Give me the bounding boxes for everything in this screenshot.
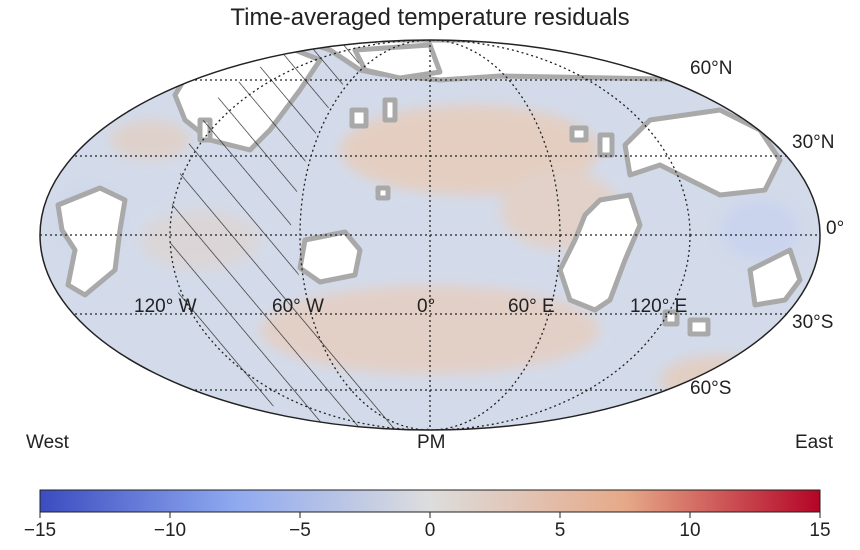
west-label: West [26, 432, 69, 453]
lat-label-60s: 60°S [690, 378, 732, 399]
colorbar-tick-label: −10 [153, 520, 187, 541]
lat-label-0: 0° [826, 218, 845, 239]
lat-label-30n: 30°N [792, 132, 835, 153]
colorbar-ticks [39, 512, 821, 518]
colorbar-tick-label: 10 [679, 520, 701, 541]
map-title: Time-averaged temperature residuals [230, 4, 630, 31]
colorbar-tick-label: −15 [23, 520, 57, 541]
colorbar-tick-label: 15 [809, 520, 831, 541]
lon-label-120w: 120° W [134, 296, 197, 317]
prime-meridian-label: PM [417, 432, 446, 453]
lon-label-60w: 60° W [272, 296, 324, 317]
lon-label-120e: 120° E [630, 296, 688, 317]
east-label: East [795, 432, 834, 453]
colorbar-tick-label: −5 [289, 520, 311, 541]
map-outline [39, 39, 821, 431]
colorbar-tick-label: 5 [554, 520, 566, 541]
hatched-region [170, 40, 430, 430]
lon-label-0: 0° [417, 296, 436, 317]
map-surface [40, 40, 820, 430]
lat-label-60n: 60°N [690, 58, 733, 79]
colorbar-tick-label: 0 [424, 520, 436, 541]
colorbar [39, 489, 821, 513]
lon-label-60e: 60° E [508, 296, 555, 317]
lat-label-30s: 30°S [792, 312, 834, 333]
meridian-lines [169, 40, 691, 430]
